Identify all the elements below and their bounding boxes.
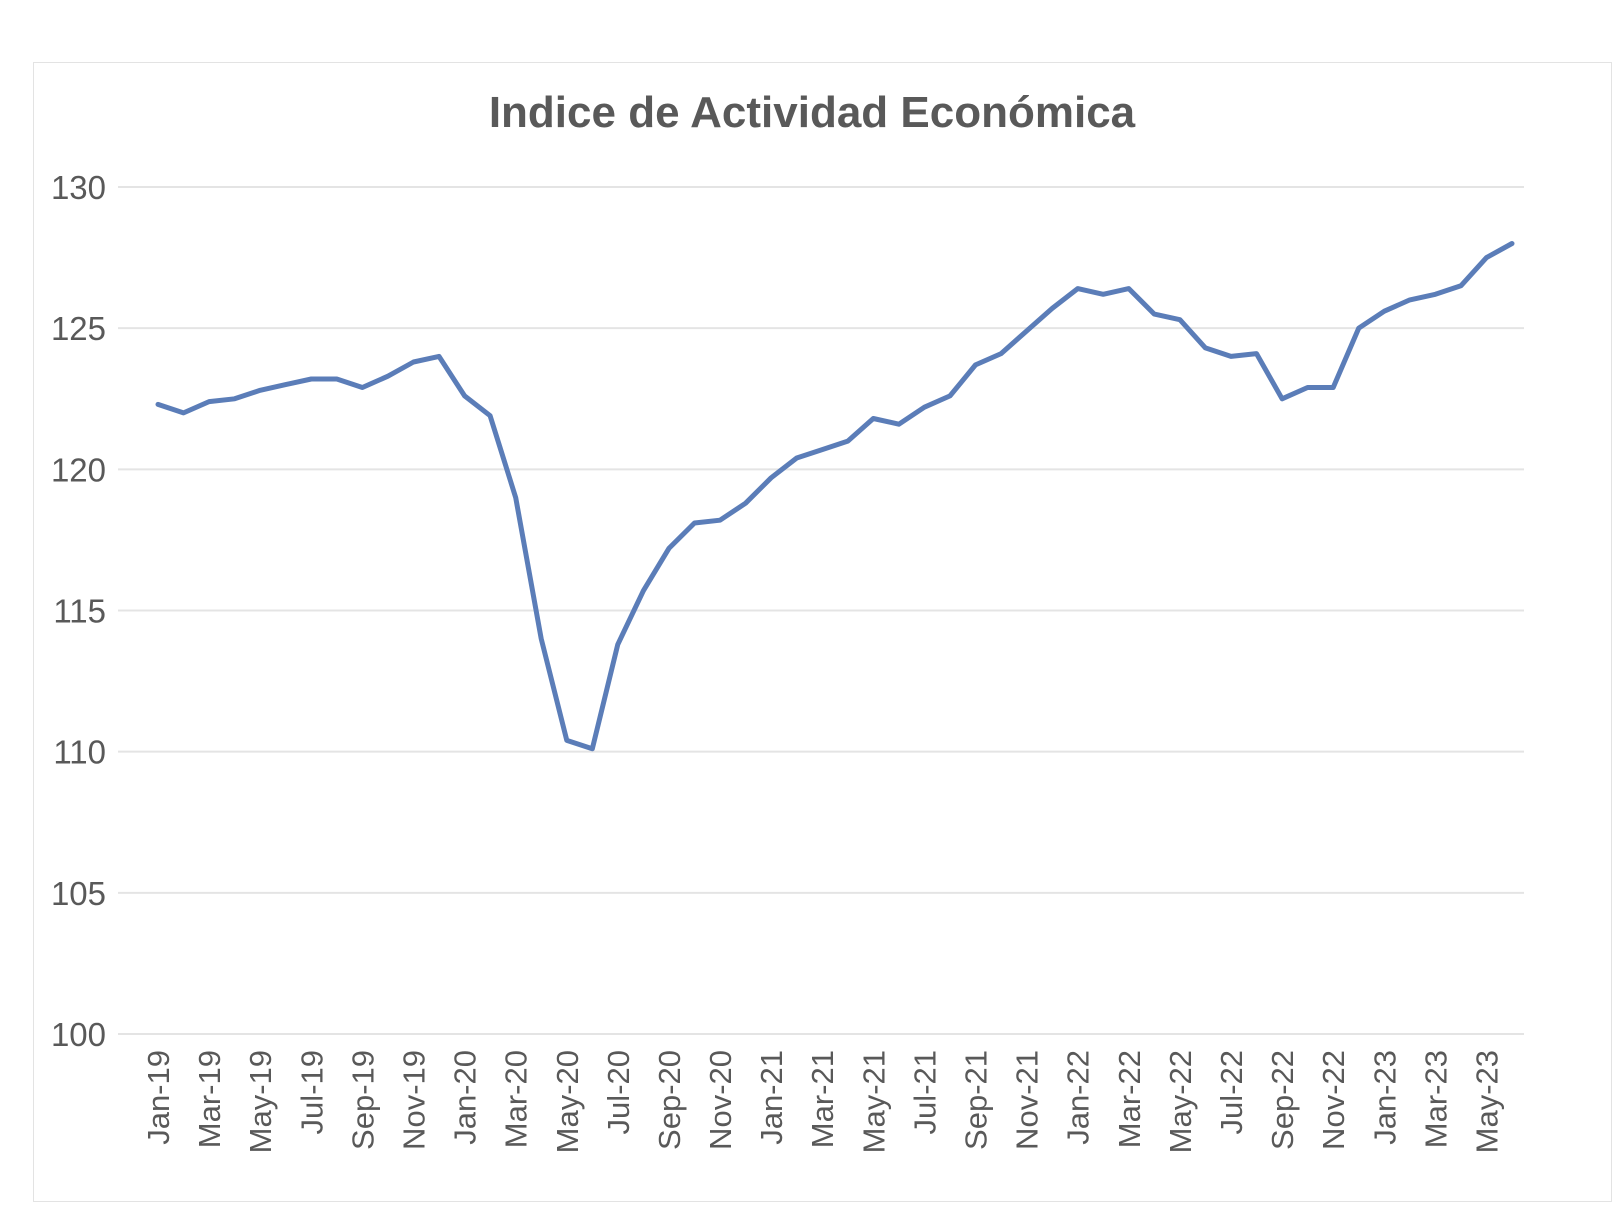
x-tick-label: Sep-22 bbox=[1265, 1050, 1300, 1150]
x-tick-label: Nov-21 bbox=[1010, 1050, 1045, 1150]
x-tick-label: May-23 bbox=[1469, 1050, 1504, 1153]
x-tick-label: Jan-21 bbox=[754, 1050, 789, 1145]
x-tick-label: Jan-23 bbox=[1367, 1050, 1402, 1145]
chart-title: Indice de Actividad Económica bbox=[488, 88, 1136, 137]
series-group bbox=[155, 241, 1515, 752]
y-tick-label: 105 bbox=[51, 875, 106, 912]
gridlines bbox=[118, 186, 1524, 1035]
y-tick-label: 125 bbox=[51, 310, 106, 347]
x-tick-label: Jan-19 bbox=[141, 1050, 176, 1145]
x-tick-label: Sep-20 bbox=[652, 1050, 687, 1150]
y-tick-label: 110 bbox=[53, 734, 106, 771]
x-tick-label: Mar-23 bbox=[1418, 1050, 1453, 1148]
x-tick-label: Nov-20 bbox=[703, 1050, 738, 1150]
x-tick-label: Nov-19 bbox=[396, 1050, 431, 1150]
x-tick-label: May-20 bbox=[550, 1050, 585, 1153]
series-line bbox=[155, 241, 1515, 752]
chart-frame bbox=[33, 62, 1612, 1202]
x-tick-label: Mar-19 bbox=[192, 1050, 227, 1148]
x-tick-label: Nov-22 bbox=[1316, 1050, 1351, 1150]
x-axis-ticks: Jan-19 Mar-19 May-19 Jul-19 Sep-19 Nov-19 Jan-… bbox=[141, 1050, 1504, 1153]
y-axis-ticks: 100 105 110 115 120 125 130 bbox=[51, 169, 106, 1053]
y-tick-label: 130 bbox=[51, 169, 106, 206]
y-tick-label: 100 bbox=[51, 1016, 106, 1053]
y-tick-label: 120 bbox=[51, 451, 106, 488]
x-tick-label: Jul-22 bbox=[1214, 1050, 1249, 1134]
x-tick-label: Sep-19 bbox=[345, 1050, 380, 1150]
y-tick-label: 115 bbox=[53, 593, 106, 630]
x-tick-label: Jan-22 bbox=[1061, 1050, 1096, 1145]
x-tick-label: Jan-20 bbox=[448, 1050, 483, 1145]
x-tick-label: Jul-21 bbox=[907, 1050, 942, 1134]
x-tick-label: Sep-21 bbox=[959, 1050, 994, 1150]
x-tick-label: May-19 bbox=[243, 1050, 278, 1153]
x-tick-label: Jul-19 bbox=[294, 1050, 329, 1134]
x-tick-label: May-21 bbox=[856, 1050, 891, 1153]
x-tick-label: Mar-22 bbox=[1112, 1050, 1147, 1148]
x-tick-label: May-22 bbox=[1163, 1050, 1198, 1153]
x-tick-label: Mar-20 bbox=[499, 1050, 534, 1148]
x-tick-label: Jul-20 bbox=[601, 1050, 636, 1134]
x-tick-label: Mar-21 bbox=[805, 1050, 840, 1148]
